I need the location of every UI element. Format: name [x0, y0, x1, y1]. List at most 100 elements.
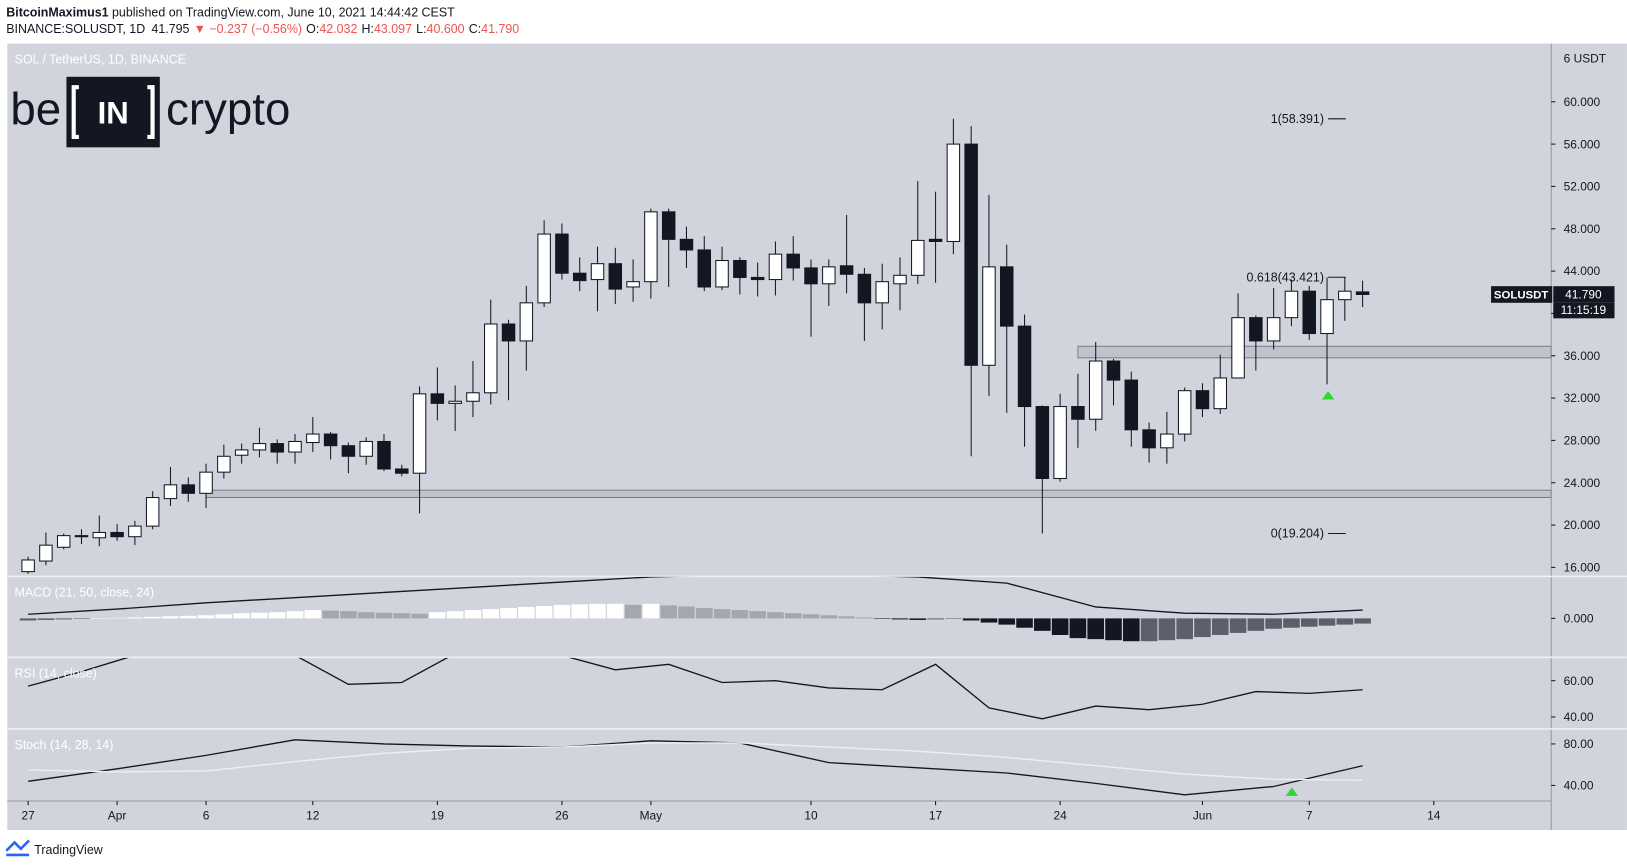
- candle-body: [92, 531, 107, 539]
- macd-bar: [197, 615, 215, 619]
- macd-bar: [838, 616, 855, 619]
- candle-body: [1160, 433, 1174, 449]
- macd-bar: [73, 618, 90, 619]
- macd-bar: [1229, 618, 1247, 633]
- macd-bar: [767, 612, 784, 619]
- macd-bar: [446, 611, 464, 619]
- macd-bar: [233, 613, 250, 619]
- y-tick-label: 24.000: [1564, 476, 1601, 490]
- footer-icon: [5, 839, 31, 857]
- macd-bar: [713, 609, 731, 619]
- macd-bar: [553, 604, 571, 619]
- macd-bar: [695, 608, 713, 619]
- candle-body: [733, 259, 747, 278]
- macd-bar: [820, 615, 838, 619]
- ohlc-label: C:: [469, 22, 481, 36]
- macd-bar: [126, 617, 144, 619]
- countdown-tag: [1553, 302, 1615, 319]
- x-tick-label: Jun: [1193, 809, 1212, 823]
- x-tick-label: 24: [1053, 809, 1067, 823]
- panel-title: MACD (21, 50, close, 24): [15, 586, 155, 600]
- candle-body: [21, 559, 35, 573]
- macd-bar: [873, 618, 891, 619]
- macd-bar: [802, 614, 820, 619]
- candle-body: [1142, 429, 1156, 449]
- candle-body: [572, 272, 587, 282]
- macd-bar: [624, 604, 642, 619]
- macd-bar: [927, 618, 944, 620]
- candle-body: [1266, 317, 1281, 342]
- x-tick-label: 10: [804, 809, 818, 823]
- macd-bar: [1087, 618, 1105, 640]
- signal-arrow: [1285, 787, 1299, 796]
- ohlc-value: 43.097: [374, 22, 412, 36]
- x-tick-label: 14: [1427, 809, 1441, 823]
- candle-body: [1302, 290, 1316, 335]
- x-tick-label: Apr: [108, 809, 127, 823]
- candle-body: [964, 143, 978, 366]
- symbol-tag: [1491, 286, 1553, 303]
- macd-bar: [980, 618, 998, 623]
- y-tick-label: 32.000: [1564, 391, 1601, 405]
- candle-body: [1284, 290, 1299, 319]
- header-line-2: BINANCE:SOLUSDT, 1D 41.795 ▼ −0.237 (−0.56…: [6, 22, 519, 36]
- macd-bar: [660, 605, 677, 619]
- x-tick-label: 26: [555, 809, 569, 823]
- x-tick-label: 27: [21, 809, 35, 823]
- candle-body: [74, 535, 89, 538]
- price: 41.795: [151, 22, 189, 36]
- candle-body: [39, 544, 53, 562]
- macd-bar: [1140, 618, 1158, 642]
- candle-body: [145, 497, 160, 527]
- panel-title: Stoch (14, 28, 14): [15, 738, 114, 752]
- candle-body: [412, 393, 427, 474]
- indicator-line: [28, 742, 1363, 781]
- x-tick-label: 6: [203, 809, 210, 823]
- macd-bar: [1318, 618, 1336, 626]
- macd-bar: [464, 610, 482, 619]
- macd-bar: [357, 612, 375, 619]
- candle-body: [590, 263, 605, 281]
- candle-body: [1320, 299, 1334, 335]
- y-tick-label: 60.000: [1564, 95, 1601, 109]
- panel-title: RSI (14, close): [15, 667, 97, 681]
- candle-body: [341, 445, 356, 457]
- ohlc-value: 41.790: [481, 22, 519, 36]
- footer-text: TradingView: [34, 843, 103, 857]
- candle-body: [128, 525, 142, 538]
- x-tick-label: 19: [431, 809, 445, 823]
- candle-body: [1213, 377, 1228, 410]
- macd-bar: [945, 618, 962, 619]
- candle-body: [1249, 317, 1263, 342]
- logo-left: be: [10, 84, 61, 135]
- candle-body: [1355, 291, 1370, 295]
- candle-body: [911, 239, 925, 276]
- macd-bar: [1336, 618, 1354, 625]
- macd-bar: [1158, 618, 1176, 641]
- candle-body: [1088, 360, 1103, 420]
- change: ▼ −0.237 (−0.56%): [194, 22, 302, 36]
- macd-bar: [144, 616, 161, 619]
- y-tick-label: 44.000: [1564, 264, 1601, 278]
- candle-body: [430, 393, 445, 404]
- candle-body: [323, 433, 338, 447]
- header-line-1: BitcoinMaximus1 published on TradingView…: [6, 6, 455, 20]
- candle-body: [555, 233, 569, 274]
- macd-bar: [535, 605, 553, 619]
- ohlc-label: L:: [416, 22, 426, 36]
- y-tick-label: 0.000: [1564, 612, 1594, 626]
- macd-bar: [1051, 618, 1069, 635]
- macd-bar: [108, 617, 126, 619]
- candle-body: [270, 443, 284, 453]
- macd-bar: [518, 606, 535, 619]
- macd-bar: [642, 603, 660, 619]
- macd-bar: [1265, 618, 1282, 629]
- axis-unit: 6 USDT: [1564, 51, 1607, 65]
- candle-body: [875, 281, 889, 304]
- y-tick-label: 80.00: [1564, 737, 1594, 751]
- macd-bar: [962, 618, 980, 621]
- candle-body: [537, 233, 551, 304]
- macd-bar: [891, 618, 909, 620]
